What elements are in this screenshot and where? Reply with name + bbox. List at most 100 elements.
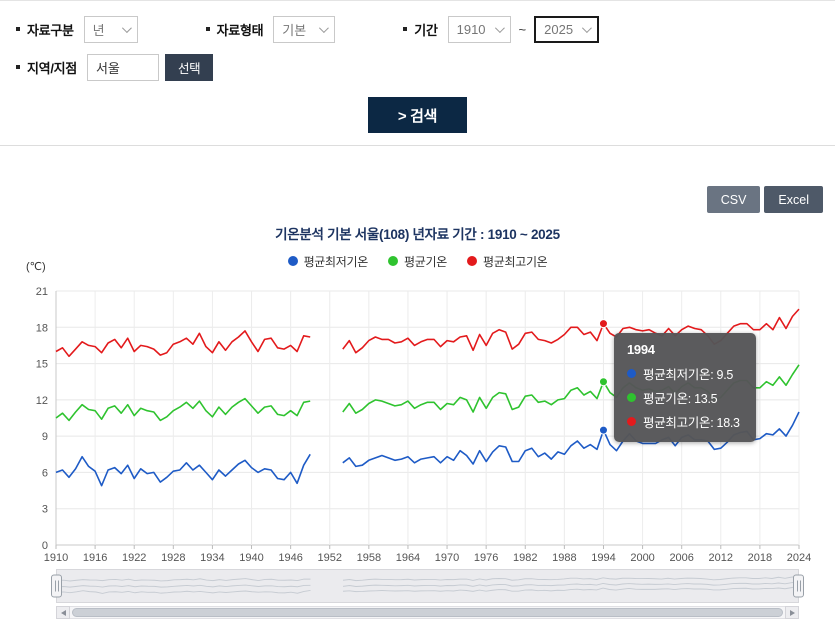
chart-legend: 평균최저기온 평균기온 평균최고기온 <box>10 253 825 269</box>
y-axis-label: 6 <box>42 467 48 479</box>
excel-export-button[interactable]: Excel <box>764 186 823 213</box>
legend-item-avg-min-temp[interactable]: 평균최저기온 <box>287 253 369 270</box>
series-dot-icon <box>627 417 636 426</box>
data-category-label: 자료구분 <box>27 22 74 38</box>
x-axis-label: 1988 <box>552 552 576 564</box>
filter-group-period: 기간 1910 ~ 2025 <box>403 15 600 43</box>
period-start-select[interactable]: 1910 <box>447 15 511 43</box>
navigator-right-handle[interactable] <box>793 574 804 598</box>
csv-export-button[interactable]: CSV <box>706 186 761 213</box>
tooltip-text: 평균기온: 13.5 <box>643 392 718 406</box>
scrollbar-left-arrow[interactable] <box>56 606 70 619</box>
y-axis-label: 21 <box>36 286 48 298</box>
scrollbar-thumb[interactable] <box>72 608 783 617</box>
period-start-value: 1910 <box>456 21 486 37</box>
scrollbar-right-arrow[interactable] <box>785 606 799 619</box>
x-axis-label: 1922 <box>122 552 146 564</box>
filter-group-region: 지역/지점 선택 <box>16 53 214 81</box>
y-axis-label: 0 <box>42 540 48 552</box>
period-end-value: 2025 <box>544 21 574 37</box>
data-category-select[interactable]: 년 <box>83 15 138 43</box>
data-category-value: 년 <box>92 22 105 38</box>
y-axis-label: 15 <box>36 359 48 371</box>
navigator-mini-chart <box>57 576 798 594</box>
chevron-down-icon <box>494 22 505 33</box>
legend-item-avg-temp[interactable]: 평균기온 <box>388 253 447 270</box>
bullet-icon <box>403 27 408 31</box>
tooltip-text: 평균최저기온: 9.5 <box>643 368 734 382</box>
chart-navigator[interactable] <box>51 569 804 603</box>
tooltip-row: 평균기온: 13.5 <box>627 388 743 407</box>
filter-panel: 자료구분 년 자료형태 기본 기간 1910 ~ 2025 <box>0 1 835 133</box>
period-separator: ~ <box>518 21 527 37</box>
tooltip-rows: 평균최저기온: 9.5 평균기온: 13.5 평균최고기온: 18.3 <box>627 364 743 431</box>
x-axis-label: 1934 <box>200 552 224 564</box>
divider <box>0 145 835 146</box>
period-end-select[interactable]: 2025 <box>534 15 600 43</box>
x-axis-label: 1982 <box>513 552 537 564</box>
tooltip-text: 평균최고기온: 18.3 <box>643 416 740 430</box>
bullet-icon <box>205 27 210 31</box>
x-axis-label: 1952 <box>317 552 341 564</box>
chart-section: CSV Excel 기온분석 기본 서울(108) 년자료 기간 : 1910 … <box>0 186 835 619</box>
chart-title: 기온분석 기본 서울(108) 년자료 기간 : 1910 ~ 2025 <box>275 227 560 242</box>
data-type-label: 자료형태 <box>216 22 264 38</box>
chart-wrap: 0 3 6 9 12 15 18 21 1910 1916 1922 1928 1934 1940 1946… <box>10 273 825 569</box>
legend-label: 평균최저기온 <box>303 254 369 269</box>
y-axis-label: 9 <box>42 431 48 443</box>
x-axis-label: 2024 <box>787 552 811 564</box>
data-type-select[interactable]: 기본 <box>273 15 336 43</box>
filter-group-data-category: 자료구분 년 <box>16 15 138 43</box>
navigator-series-line <box>57 576 798 582</box>
filter-group-data-type: 자료형태 기본 <box>205 15 336 43</box>
legend-label: 평균최고기온 <box>482 254 548 269</box>
x-axis-label: 2018 <box>748 552 772 564</box>
export-buttons: CSV Excel <box>10 186 823 213</box>
tooltip-year: 1994 <box>627 342 655 357</box>
x-axis-label: 2000 <box>630 552 654 564</box>
scrollbar-track[interactable] <box>70 606 785 619</box>
x-axis-label: 1946 <box>278 552 302 564</box>
legend-item-avg-max-temp[interactable]: 평균최고기온 <box>466 253 548 270</box>
data-type-value: 기본 <box>282 22 307 38</box>
period-label: 기간 <box>414 22 438 38</box>
series-line <box>55 411 800 487</box>
x-axis-label: 2006 <box>669 552 693 564</box>
filter-row-2: 지역/지점 선택 <box>16 53 819 81</box>
y-axis-unit-label: (℃) <box>26 261 46 273</box>
x-axis-label: 1910 <box>44 552 68 564</box>
x-axis-label: 1940 <box>239 552 263 564</box>
chevron-down-icon <box>582 22 592 33</box>
x-axis-label: 1928 <box>161 552 185 564</box>
legend-marker-icon <box>287 256 298 266</box>
search-button[interactable]: > 검색 <box>367 97 468 133</box>
hover-marker <box>598 425 608 435</box>
series-dot-icon <box>627 369 636 378</box>
legend-row: (℃) 평균최저기온 평균기온 평균최고기온 <box>10 253 825 274</box>
navigator-series-line <box>57 585 798 594</box>
bullet-icon <box>16 27 20 31</box>
series-dot-icon <box>627 393 636 402</box>
y-axis-label: 12 <box>36 395 48 407</box>
y-axis-label: 3 <box>42 504 48 516</box>
region-select-button[interactable]: 선택 <box>164 53 214 81</box>
hover-marker <box>598 377 608 387</box>
temperature-line-chart[interactable]: 0 3 6 9 12 15 18 21 1910 1916 1922 1928 1934 1940 1946… <box>10 273 825 569</box>
search-row: > 검색 <box>16 97 819 133</box>
legend-marker-icon <box>388 256 399 266</box>
x-axis-label: 1958 <box>357 552 381 564</box>
chevron-down-icon <box>319 22 330 33</box>
x-axis-label: 1976 <box>474 552 498 564</box>
navigator-left-handle[interactable] <box>51 574 62 598</box>
bullet-icon <box>16 65 20 69</box>
x-axis-label: 2012 <box>709 552 733 564</box>
x-axis-label: 1994 <box>591 552 615 564</box>
x-axis-label: 1916 <box>83 552 107 564</box>
region-input[interactable] <box>86 53 159 81</box>
y-axis-label: 18 <box>36 322 48 334</box>
x-axis-label: 1964 <box>396 552 420 564</box>
chevron-down-icon <box>121 22 132 33</box>
legend-marker-icon <box>466 256 477 266</box>
arrow-right-icon <box>789 609 795 616</box>
tooltip-row: 평균최고기온: 18.3 <box>627 412 743 431</box>
